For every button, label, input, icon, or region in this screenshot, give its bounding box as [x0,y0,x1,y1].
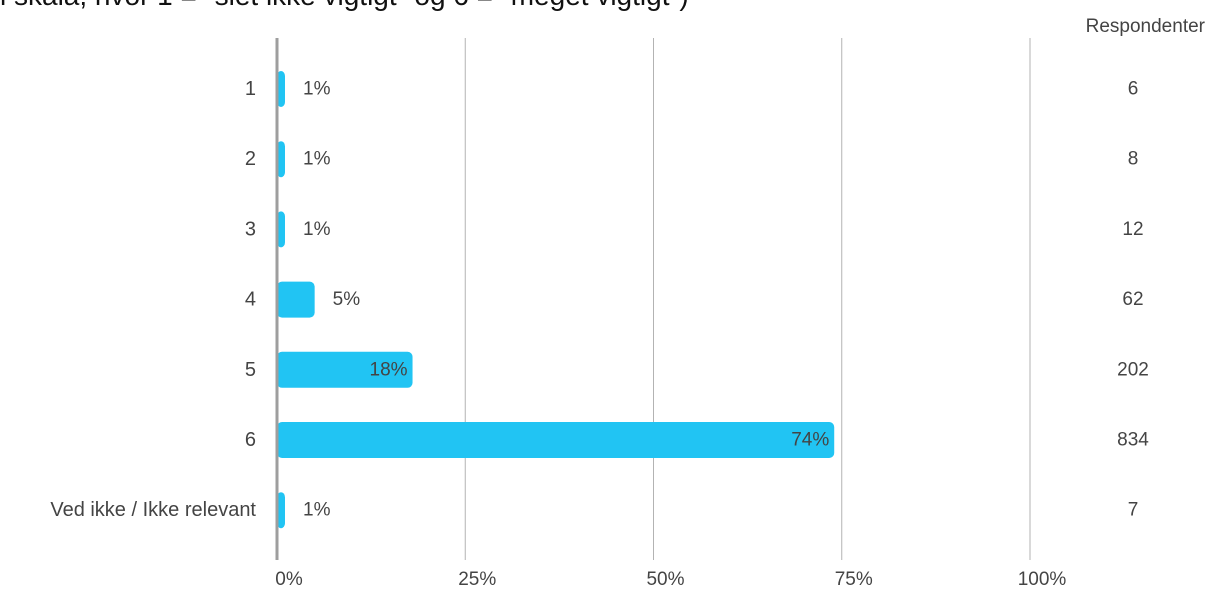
chart-title: l skala, hvor 1 = "slet ikke vigtigt" og… [0,0,689,12]
respondent-count: 62 [1122,289,1143,310]
value-label: 5% [333,289,361,310]
x-tick-label: 50% [646,569,684,590]
category-label: 3 [245,218,256,240]
x-tick-label: 25% [458,569,496,590]
category-label: Ved ikke / Ikke relevant [50,499,256,521]
category-label: 1 [245,78,256,100]
x-tick-label: 75% [835,569,873,590]
value-label: 1% [303,500,331,521]
category-label: 6 [245,429,256,451]
category-label: 5 [245,359,256,381]
bar [277,422,835,458]
x-tick-label: 0% [275,569,303,590]
respondent-count: 7 [1128,500,1139,521]
value-label: 18% [370,359,408,380]
respondents-header: Respondenter [1085,16,1205,37]
respondent-count: 834 [1117,430,1149,451]
bar [277,492,285,529]
bar [277,211,285,248]
x-tick-label: 100% [1018,569,1067,590]
respondent-count: 202 [1117,359,1149,380]
respondent-count: 6 [1128,79,1139,100]
value-label: 1% [303,79,331,100]
value-label: 1% [303,219,331,240]
value-label: 1% [303,149,331,170]
category-label: 4 [245,289,256,311]
respondent-count: 12 [1122,219,1143,240]
respondent-count: 8 [1128,149,1139,170]
bar [277,71,285,107]
value-label: 74% [791,430,829,451]
bar [277,281,315,318]
bar [277,351,413,388]
bar [277,141,285,178]
category-label: 2 [245,148,256,170]
